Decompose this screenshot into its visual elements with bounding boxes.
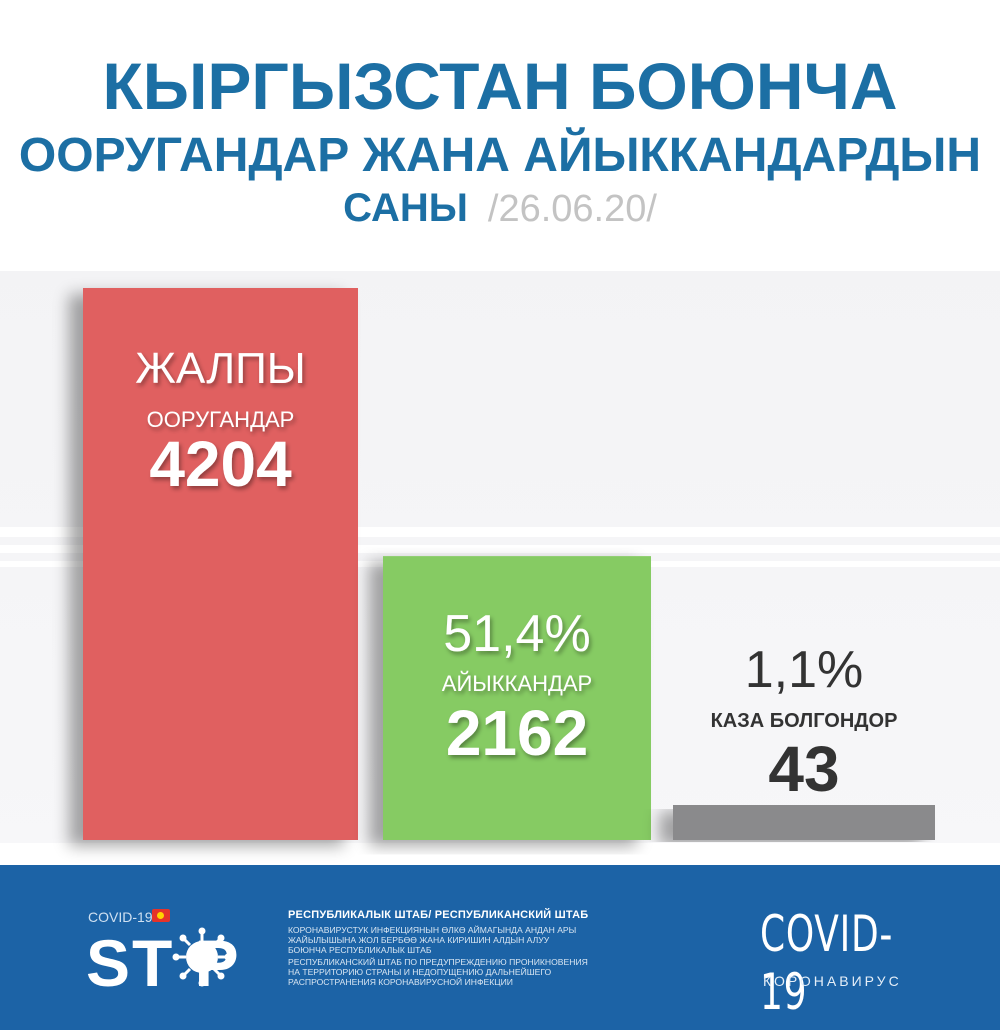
bar-1	[83, 288, 358, 840]
bar-category-label: ООРУГАНДАР	[147, 407, 295, 432]
title-line-2: ООРУГАНДАР ЖАНА АЙЫККАНДАРДЫН	[18, 129, 982, 182]
bar-top-label: 1,1%	[745, 641, 864, 699]
virus-icon	[172, 927, 232, 987]
title-line-3: САНЫ/26.06.20/	[0, 186, 1000, 231]
title-word-sany: САНЫ	[343, 186, 468, 230]
bar-value-label: 43	[768, 733, 839, 805]
stripe	[0, 245, 1000, 271]
bar-category-label: КАЗА БОЛГОНДОР	[711, 710, 898, 732]
footer-heading: РЕСПУБЛИКАЛЫК ШТАБ/ РЕСПУБЛИКАНСКИЙ ШТАБ	[288, 909, 589, 921]
stripe	[0, 545, 1000, 553]
bar-top-label: 51,4%	[443, 605, 590, 663]
coronavirus-label: КОРОНАВИРУС	[763, 973, 902, 989]
bar-2	[383, 556, 651, 840]
bar-value-label: 2162	[446, 697, 588, 769]
bar-category-label: АЙЫККАНДАР	[442, 671, 592, 696]
stripe	[0, 527, 1000, 537]
bar-value-label: 4204	[149, 428, 292, 500]
covid-big-label: COVID-19	[760, 905, 894, 1021]
bar-top-label: ЖАЛПЫ	[135, 344, 305, 393]
footer: COVID-19 ST P РЕСПУБЛИКАЛЫК ШТАБ/ РЕСПУБ…	[0, 865, 1000, 1030]
date-label: /26.06.20/	[487, 188, 657, 230]
bar-3	[673, 805, 935, 840]
footer-text-ru: РЕСПУБЛИКАНСКИЙ ШТАБ ПО ПРЕДУПРЕЖДЕНИЮ П…	[288, 957, 588, 987]
title-line-1: КЫРГЫЗСТАН БОЮНЧА	[102, 49, 898, 123]
header: КЫРГЫЗСТАН БОЮНЧА ООРУГАНДАР ЖАНА АЙЫККА…	[0, 0, 1000, 245]
stripe	[0, 843, 1000, 865]
kyrgyz-flag-icon	[152, 909, 170, 922]
footer-text-ky: КОРОНАВИРУСТУК ИНФЕКЦИЯНЫН ӨЛКӨ АЙМАГЫНД…	[288, 925, 577, 955]
covid-small-label: COVID-19	[88, 909, 153, 925]
